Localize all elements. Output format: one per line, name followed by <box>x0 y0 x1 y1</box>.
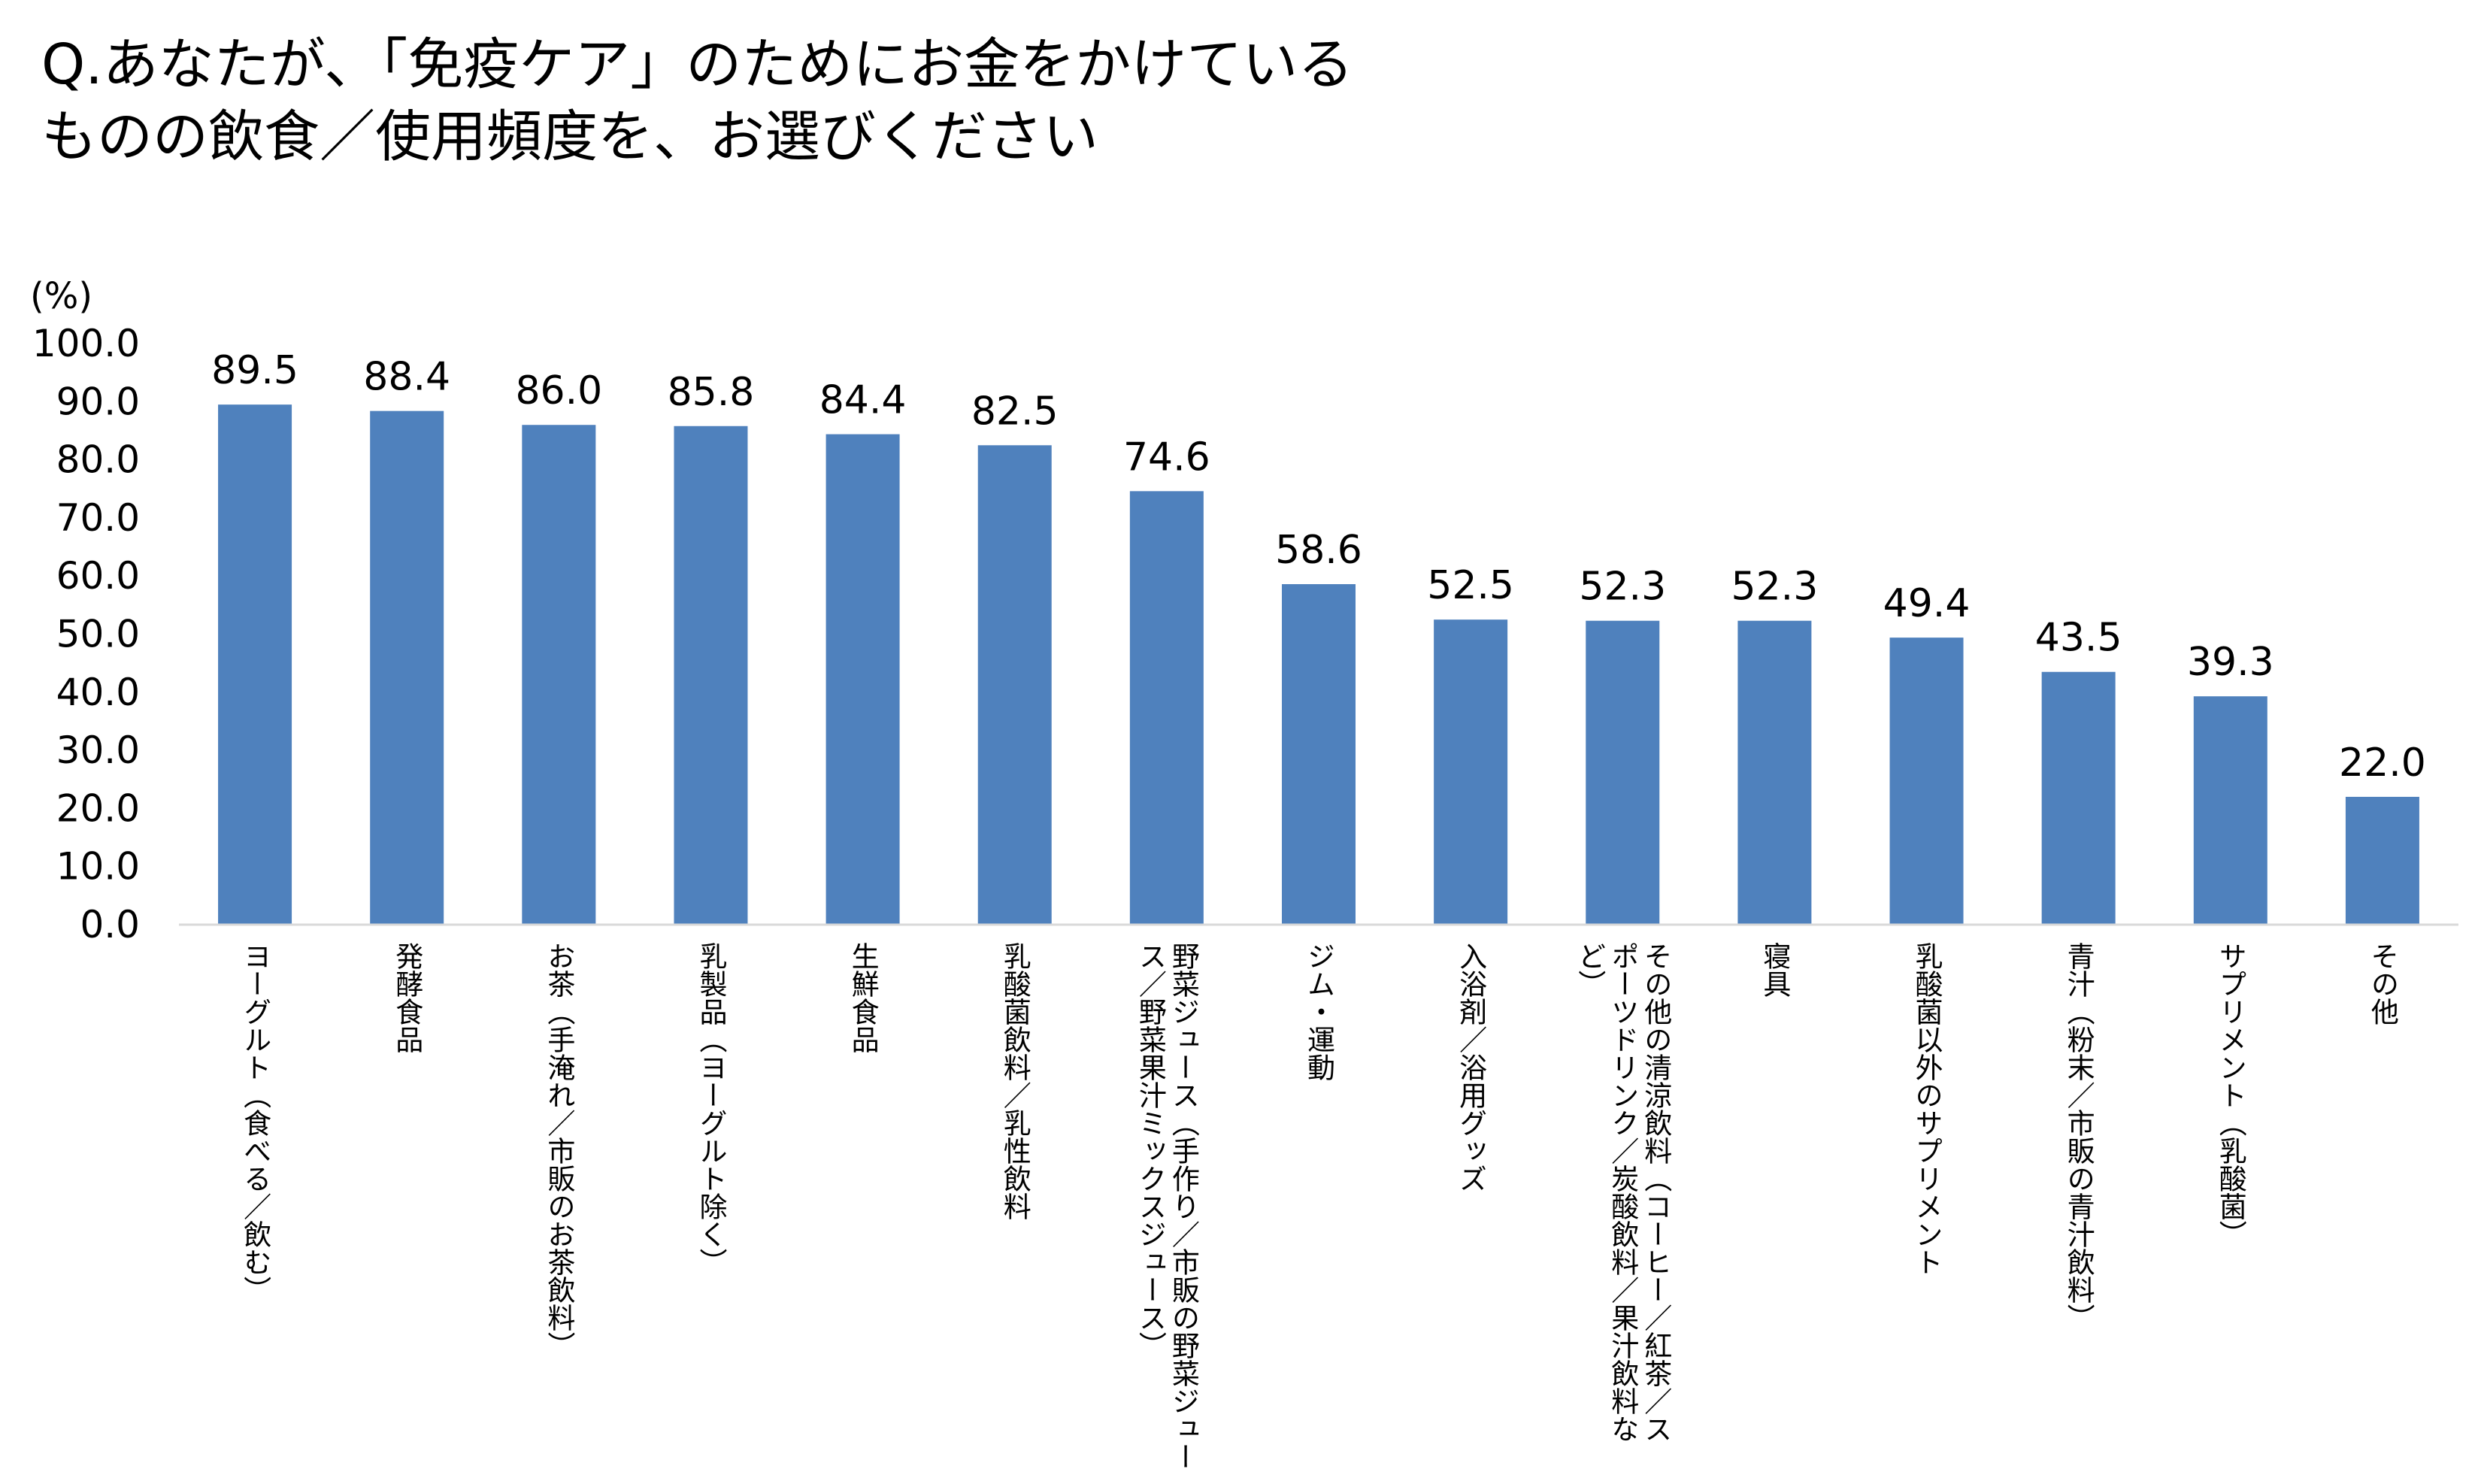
y-axis-unit-label: (%) <box>30 275 92 317</box>
x-tick-label: 青汁（粉末／市販の青汁飲料） <box>2062 942 2095 1331</box>
data-label: 52.5 <box>1427 563 1514 608</box>
bar[interactable] <box>218 404 292 925</box>
x-tick-label: ス／野菜果汁ミックスジュース） <box>1134 942 1167 1359</box>
x-tick-label: その他 <box>2366 942 2399 1025</box>
data-label: 39.3 <box>2187 640 2274 685</box>
x-tick-label: お茶（手淹れ／市販のお茶飲料） <box>543 942 576 1359</box>
data-label: 82.5 <box>971 389 1059 434</box>
x-tick-label: ポーツドリンク／炭酸飲料／果汁飲料な <box>1607 942 1640 1443</box>
bar[interactable] <box>825 434 900 925</box>
bar[interactable] <box>2193 696 2267 925</box>
x-tick-label: 乳酸菌以外のサプリメント <box>1910 942 1943 1276</box>
chart-title: Q.あなたが、「免疫ケア」のためにお金をかけている ものの飲食／使用頻度を、お選… <box>41 29 1470 173</box>
y-tick-label: 100.0 <box>32 322 140 365</box>
y-tick-label: 80.0 <box>56 438 140 482</box>
chart-title-line-1: Q.あなたが、「免疫ケア」のためにお金をかけている <box>41 32 1354 97</box>
bar[interactable] <box>977 445 1052 925</box>
bar[interactable] <box>2041 671 2116 925</box>
bar[interactable] <box>370 410 444 925</box>
bar[interactable] <box>2345 796 2419 925</box>
x-tick-label: 乳酸菌飲料／乳性飲料 <box>998 942 1031 1220</box>
x-tick-label: 発酵食品 <box>391 942 423 1053</box>
data-label: 58.6 <box>1275 528 1362 573</box>
data-label: 85.8 <box>668 370 755 415</box>
y-tick-label: 70.0 <box>56 496 140 540</box>
data-label: 49.4 <box>1883 581 1971 626</box>
y-tick-label: 0.0 <box>80 903 140 946</box>
bar[interactable] <box>1434 619 1508 925</box>
data-label: 52.3 <box>1579 565 1666 610</box>
x-tick-label: 生鮮食品 <box>847 942 879 1053</box>
bar[interactable] <box>1282 584 1356 925</box>
data-label: 86.0 <box>515 368 602 413</box>
data-label: 89.5 <box>211 348 298 393</box>
data-label: 43.5 <box>2035 616 2122 661</box>
x-tick-label: ジム・運動 <box>1303 942 1335 1081</box>
bar[interactable] <box>522 425 596 925</box>
bar[interactable] <box>1586 620 1660 925</box>
data-label: 84.4 <box>819 378 907 423</box>
x-tick-label: その他の清涼飲料（コーヒー／紅茶／ス <box>1640 942 1673 1443</box>
bar[interactable] <box>1737 620 1812 925</box>
x-tick-label: 乳製品（ヨーグルト除く） <box>695 942 728 1276</box>
x-tick-label: 野菜ジュース（手作り／市販の野菜ジュー <box>1167 942 1200 1470</box>
bar[interactable] <box>1889 638 1964 925</box>
y-tick-label: 90.0 <box>56 380 140 423</box>
y-tick-label: 50.0 <box>56 613 140 656</box>
chart-title-line-2: ものの飲食／使用頻度を、お選びください <box>41 104 1098 169</box>
y-tick-label: 60.0 <box>56 554 140 598</box>
data-label: 52.3 <box>1731 565 1819 610</box>
x-tick-label: ど） <box>1574 942 1607 998</box>
x-tick-label: サプリメント（乳酸菌） <box>2214 942 2247 1248</box>
bar[interactable] <box>674 426 748 925</box>
bar[interactable] <box>1129 491 1204 925</box>
x-tick-label: 入浴剤／浴用グッズ <box>1455 942 1487 1192</box>
y-tick-label: 20.0 <box>56 786 140 830</box>
x-tick-label: 寝具 <box>1759 942 1791 998</box>
data-label: 74.6 <box>1123 435 1210 480</box>
y-tick-label: 10.0 <box>56 845 140 889</box>
x-tick-label: ヨーグルト（食べる／飲む） <box>239 942 272 1304</box>
data-label: 22.0 <box>2339 740 2426 786</box>
y-tick-label: 40.0 <box>56 671 140 714</box>
data-label: 88.4 <box>363 355 450 400</box>
y-tick-label: 30.0 <box>56 728 140 772</box>
